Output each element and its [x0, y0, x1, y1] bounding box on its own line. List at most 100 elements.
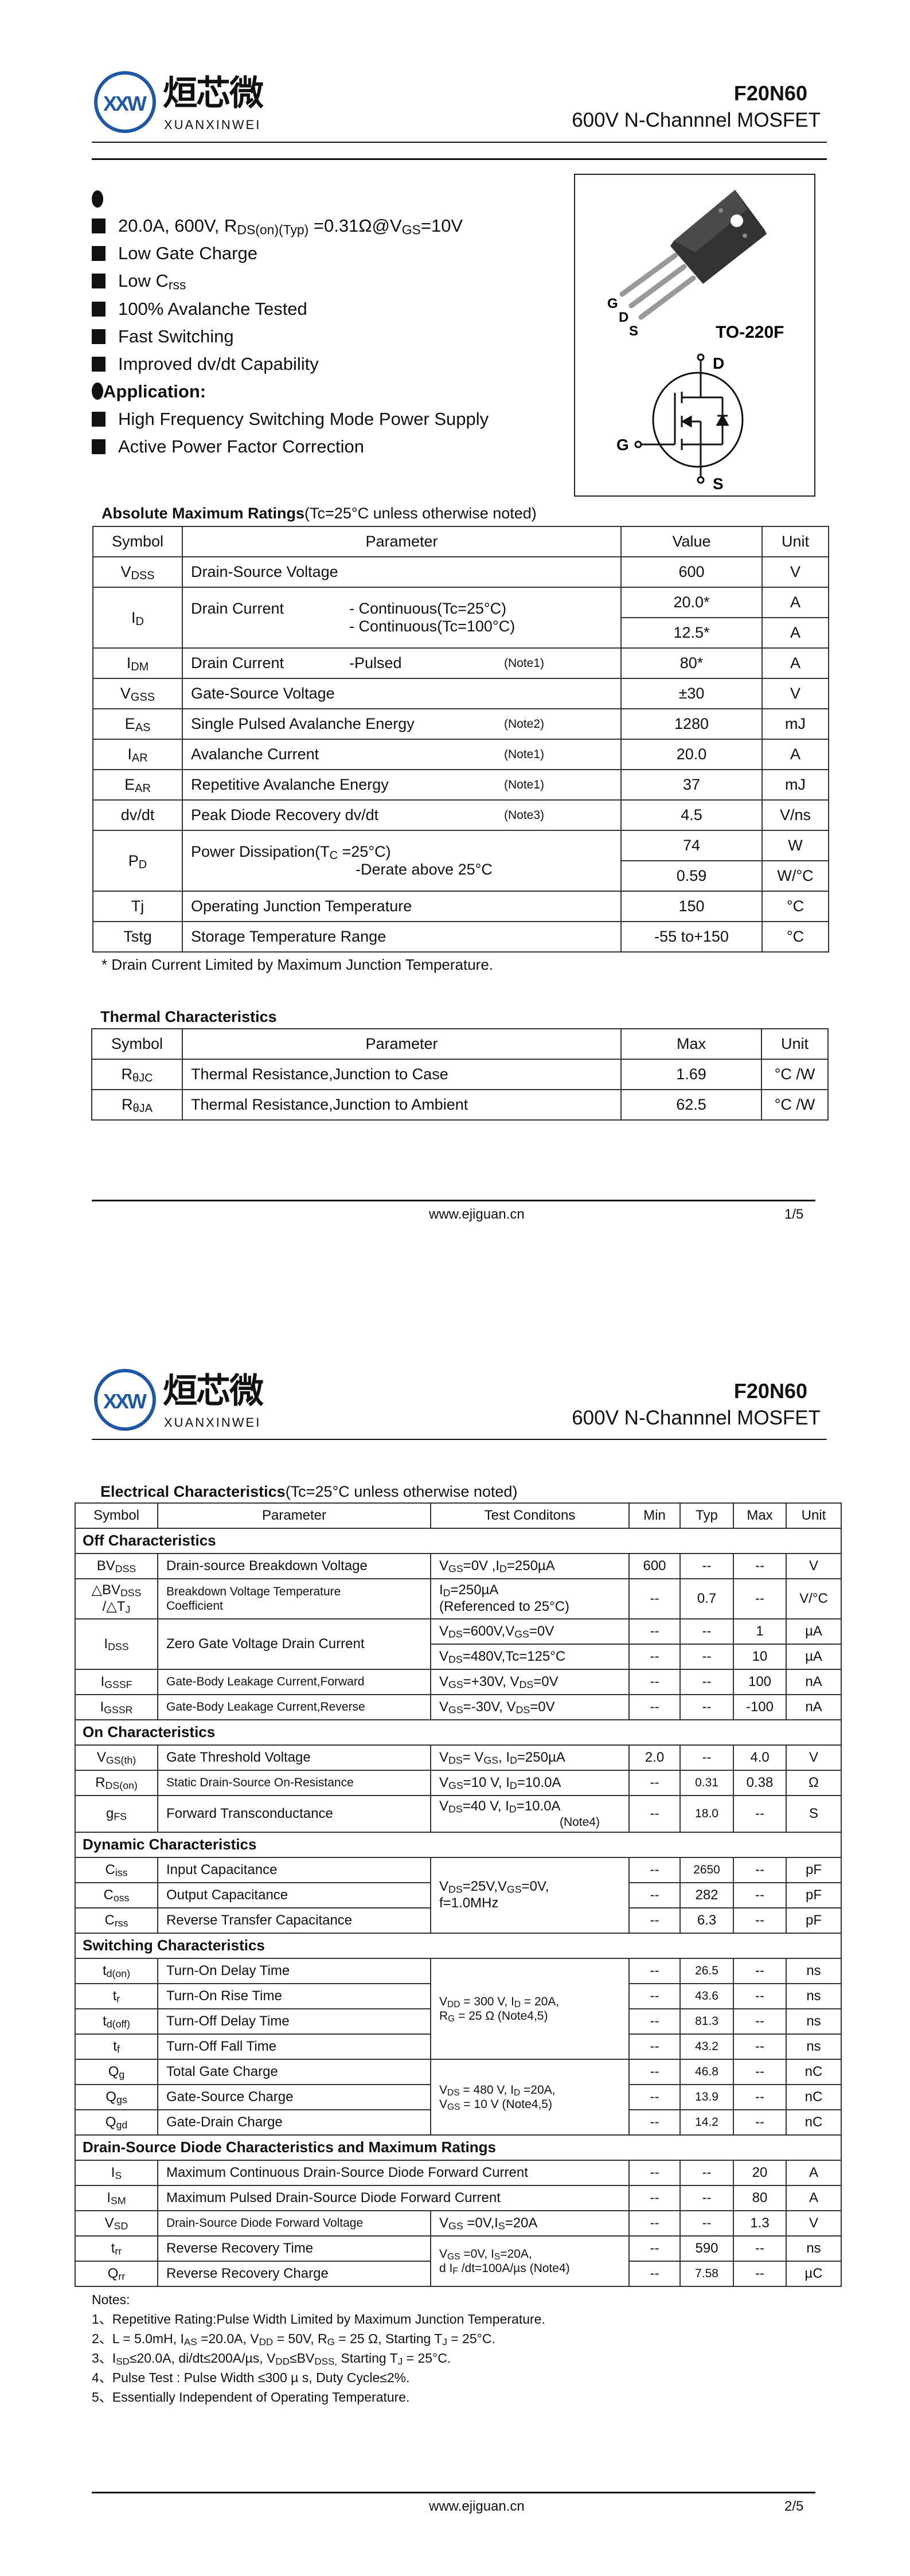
- gate-label: G: [616, 436, 629, 454]
- footer-site-link[interactable]: www.ejiguan.cn: [429, 2499, 525, 2514]
- parameter-cell: Static Drain-Source On-Resistance: [157, 1770, 431, 1796]
- typ-cell: 13.9: [679, 2084, 734, 2110]
- test-condition-cell: VDS=600V,VGS=0V: [430, 1618, 630, 1645]
- divider: [92, 158, 827, 160]
- symbol-cell: IS: [75, 2160, 158, 2186]
- column-header: Min: [628, 1502, 681, 1529]
- symbol-text: EAS: [124, 715, 151, 734]
- feature-item: Low Gate Charge: [92, 243, 257, 264]
- max-cell: --: [733, 2235, 787, 2262]
- typ-cell: --: [679, 1744, 734, 1771]
- note-reference: (Note1): [504, 747, 545, 761]
- unit-cell: °C /W: [761, 1059, 829, 1090]
- symbol-cell: ID: [92, 587, 183, 649]
- parameter-text: Turn-On Delay Time: [166, 1962, 290, 1978]
- unit-cell: mJ: [761, 708, 829, 740]
- max-cell: --: [733, 1553, 787, 1579]
- max-cell: --: [733, 1907, 787, 1934]
- max-cell: --: [733, 2059, 787, 2085]
- parameter-label: Repetitive Avalanche Energy: [191, 776, 389, 793]
- table-row: RθJA Thermal Resistance,Junction to Ambie…: [91, 1089, 829, 1121]
- value-cell: 12.5*: [620, 617, 763, 649]
- unit-cell: V: [786, 2210, 842, 2237]
- parameter-text: Static Drain-Source On-Resistance: [166, 1776, 354, 1790]
- unit-cell: nC: [786, 2109, 842, 2136]
- parameter-cell: Output Capacitance: [157, 1882, 431, 1908]
- symbol-cell: BVDSS: [75, 1553, 158, 1579]
- symbol-cell: VSD: [75, 2210, 158, 2237]
- value-cell: 20.0: [620, 739, 763, 770]
- test-condition-text: VDS=40 V, ID=10.0A: [439, 1798, 561, 1815]
- note-item: 3、ISD≤20.0A, di/dt≤200A/µs, VDD≤BVDSS, S…: [92, 2351, 451, 2367]
- square-bullet-icon: [92, 246, 106, 261]
- divider: [92, 142, 827, 143]
- parameter-cell: Total Gate Charge: [157, 2059, 431, 2085]
- package-name: TO-220F: [716, 323, 784, 342]
- feature-item: 20.0A, 600V, RDS(on)(Typ) =0.31Ω@VGS=10V: [92, 216, 463, 236]
- parameter-text: Breakdown Voltage Temperature Coefficient: [166, 1584, 341, 1613]
- unit-cell: °C: [761, 921, 829, 953]
- test-condition-text: VDS=480V,Tc=125°C: [439, 1648, 566, 1665]
- symbol-cell: trr: [75, 2235, 158, 2262]
- symbol-text: Qgs: [106, 2089, 127, 2106]
- unit-cell: µA: [786, 1618, 842, 1645]
- min-cell: --: [628, 1882, 681, 1908]
- symbol-cell: dv/dt: [92, 799, 183, 831]
- test-condition-cell: VDS=25V,VGS=0V, f=1.0MHz: [430, 1857, 630, 1934]
- square-bullet-icon: [92, 302, 106, 317]
- unit-cell: nC: [786, 2084, 842, 2110]
- typ-cell: --: [679, 2160, 734, 2186]
- unit-cell: nA: [786, 1669, 842, 1695]
- max-cell: 1: [733, 1618, 787, 1645]
- unit-cell: pF: [786, 1907, 842, 1934]
- parameter-cell: Gate-Body Leakage Current,Reverse: [157, 1694, 431, 1720]
- parameter-cell: Drain-Source Voltage: [182, 556, 622, 588]
- logo-chinese-name: 烜芯微: [163, 74, 264, 112]
- max-cell: --: [733, 2084, 787, 2110]
- value-cell: 20.0*: [620, 587, 763, 618]
- symbol-text: ID: [131, 608, 144, 628]
- to220f-package-icon: [619, 190, 767, 320]
- symbol-text: Qg: [108, 2063, 125, 2081]
- note-reference: (Note3): [504, 808, 545, 822]
- min-cell: --: [628, 1907, 681, 1934]
- divider: [92, 1439, 827, 1440]
- min-cell: --: [628, 1795, 681, 1833]
- parameter-condition: - Continuous(Tc=25°C): [349, 600, 507, 617]
- symbol-cell: VGS(th): [75, 1744, 158, 1771]
- test-condition-text: VDD = 300 V, ID = 20A, RG = 25 Ω (Note4,5…: [439, 1995, 560, 2024]
- parameter-text: Reverse Recovery Time: [166, 2240, 314, 2256]
- table-row: VDS=480V,Tc=125°C -- -- 10 µA: [75, 1644, 842, 1670]
- pin-label-s: S: [629, 323, 638, 339]
- source-label: S: [713, 475, 724, 493]
- table-row: 12.5* A: [93, 617, 829, 649]
- table-row: Coss Output Capacitance -- 282 -- pF: [75, 1882, 842, 1908]
- test-condition-cell: VDS=40 V, ID=10.0A (Note4): [430, 1795, 630, 1833]
- footer-site-link[interactable]: www.ejiguan.cn: [429, 1207, 525, 1222]
- feature-item: Improved dv/dt Capability: [92, 354, 319, 374]
- max-cell: 1.69: [620, 1059, 762, 1090]
- unit-cell: ns: [786, 2235, 842, 2262]
- column-header: Test Conditons: [430, 1502, 630, 1529]
- test-condition-text: VGS =0V, IS=20A, d IF /dt=100A/µs (Note4): [439, 2247, 570, 2277]
- feature-item: Fast Switching: [92, 326, 234, 347]
- value-cell: 4.5: [620, 799, 763, 831]
- max-cell: --: [733, 1958, 787, 1984]
- table-row: Qgs Gate-Source Charge -- 13.9 -- nC: [75, 2084, 842, 2110]
- symbol-cell: VDSS: [92, 556, 183, 588]
- mosfet-symbol-icon: [634, 353, 744, 484]
- parameter-cell: Forward Transconductance: [157, 1795, 431, 1833]
- package-drawing: G D S TO-220F D G S: [607, 190, 784, 493]
- parameter-cell: Turn-Off Delay Time: [157, 2008, 431, 2035]
- note-reference: (Note4): [559, 1815, 600, 1829]
- logo-mark: XXW: [94, 1369, 156, 1431]
- feature-text: 20.0A, 600V, RDS(on)(Typ) =0.31Ω@VGS=10V: [118, 216, 463, 237]
- max-cell: 100: [733, 1669, 787, 1695]
- value-cell: 1280: [620, 708, 763, 740]
- table-row: IGSSF Gate-Body Leakage Current,Forward VG…: [75, 1669, 842, 1695]
- parameter-condition: - Continuous(Tc=100°C): [349, 618, 515, 635]
- logo-english-name: XUANXINWEI: [164, 1415, 261, 1430]
- feature-text: Low Crss: [118, 271, 186, 292]
- unit-cell: °C /W: [761, 1089, 829, 1121]
- typ-cell: --: [679, 2185, 734, 2211]
